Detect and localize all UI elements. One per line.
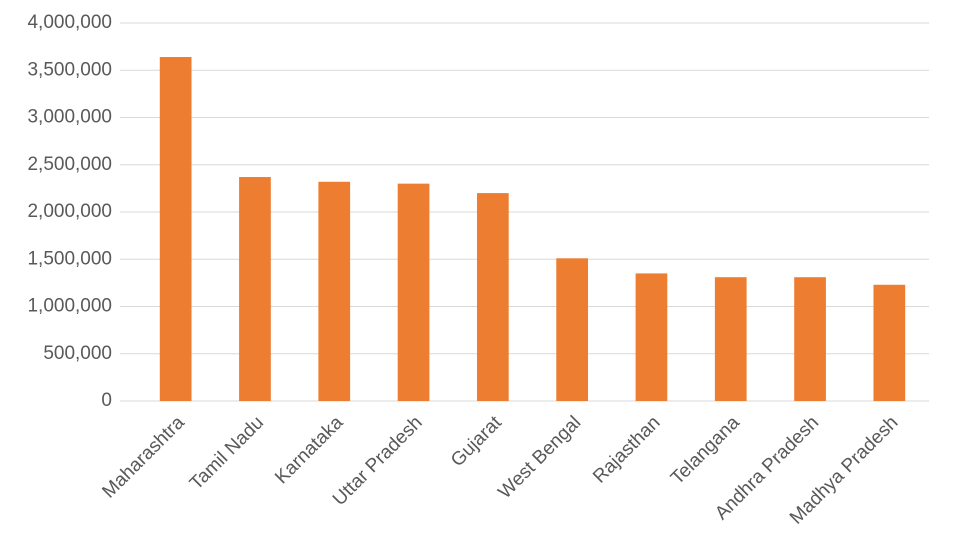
bar bbox=[556, 258, 589, 401]
bar bbox=[873, 284, 906, 401]
y-tick-label: 2,000,000 bbox=[27, 201, 112, 222]
bar bbox=[476, 193, 509, 401]
bar bbox=[239, 177, 271, 401]
y-tick-label: 0 bbox=[101, 390, 112, 411]
x-tick-label: Maharashtra bbox=[98, 412, 189, 503]
x-tick-label: Rajasthan bbox=[589, 412, 664, 487]
y-tick-label: 3,500,000 bbox=[27, 59, 112, 80]
bar bbox=[714, 277, 747, 401]
bar bbox=[397, 183, 430, 401]
y-tick-label: 4,000,000 bbox=[27, 12, 112, 33]
y-tick-label: 1,500,000 bbox=[27, 248, 112, 269]
y-tick-label: 2,500,000 bbox=[27, 154, 112, 175]
x-tick-label: Tamil Nadu bbox=[186, 412, 268, 494]
y-tick-label: 3,000,000 bbox=[27, 107, 112, 128]
x-tick-label: Karnataka bbox=[271, 412, 347, 488]
x-tick-label: Gujarat bbox=[447, 412, 506, 471]
bar bbox=[635, 273, 668, 401]
bar bbox=[318, 181, 351, 401]
y-tick-label: 500,000 bbox=[43, 343, 112, 364]
x-tick-label: West Bengal bbox=[494, 412, 585, 503]
y-tick-label: 1,000,000 bbox=[27, 296, 112, 317]
bar bbox=[159, 57, 192, 402]
x-tick-label: Telangana bbox=[667, 412, 744, 489]
bar bbox=[794, 277, 826, 401]
